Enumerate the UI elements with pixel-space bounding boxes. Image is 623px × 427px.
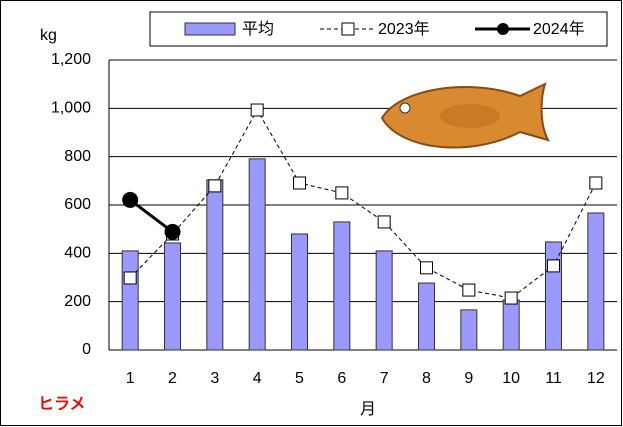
marker (504, 291, 518, 305)
marker (589, 176, 603, 190)
y-tick-label: 800 (64, 148, 91, 165)
x-tick-label: 3 (210, 370, 219, 387)
x-tick-label: 12 (587, 370, 605, 387)
bar (587, 212, 605, 351)
y-tick-label: 1,200 (51, 51, 91, 68)
legend-label: 平均 (242, 20, 274, 38)
marker (547, 259, 560, 273)
bar (248, 158, 266, 351)
legend-marker (497, 23, 509, 35)
marker (122, 191, 139, 208)
bar (333, 221, 351, 351)
x-tick-label: 4 (253, 370, 262, 387)
y-tick-label: 600 (64, 196, 91, 213)
marker (462, 283, 476, 297)
line (129, 109, 597, 299)
y-tick-label: 0 (82, 341, 91, 358)
bar (418, 282, 435, 351)
x-tick-label: 10 (502, 370, 520, 387)
marker (164, 223, 181, 240)
bar (460, 309, 478, 351)
bar (375, 250, 393, 351)
marker (335, 186, 349, 200)
fish-illustration (380, 82, 550, 149)
legend-marker (341, 22, 355, 36)
x-tick-label: 9 (464, 370, 473, 387)
x-tick-label: 6 (337, 370, 346, 387)
bar (502, 299, 520, 351)
y-tick-label: 1,000 (51, 100, 91, 117)
marker (377, 215, 391, 229)
bar (206, 179, 224, 351)
y-axis-label: kg (40, 27, 57, 44)
legend-label: 2024年 (533, 20, 585, 38)
x-tick-label: 8 (422, 370, 431, 387)
x-axis-label: 月 (360, 401, 376, 418)
bar (164, 242, 181, 351)
marker (250, 103, 264, 117)
x-tick-label: 5 (295, 370, 304, 387)
x-tick-label: 11 (545, 370, 562, 387)
annotation: ヒラメ (38, 396, 86, 413)
bar (121, 250, 139, 351)
bar (291, 233, 308, 351)
legend-swatch (184, 22, 236, 36)
x-tick-label: 2 (168, 370, 177, 387)
x-tick-label: 7 (380, 370, 389, 387)
line (129, 198, 174, 234)
marker (293, 176, 306, 190)
marker (420, 261, 433, 275)
marker (208, 179, 222, 193)
marker (123, 271, 137, 285)
y-tick-label: 200 (64, 293, 91, 310)
bar (545, 241, 562, 351)
x-tick-label: 1 (126, 370, 135, 387)
legend-label: 2023年 (378, 20, 430, 38)
y-tick-label: 400 (64, 245, 91, 262)
